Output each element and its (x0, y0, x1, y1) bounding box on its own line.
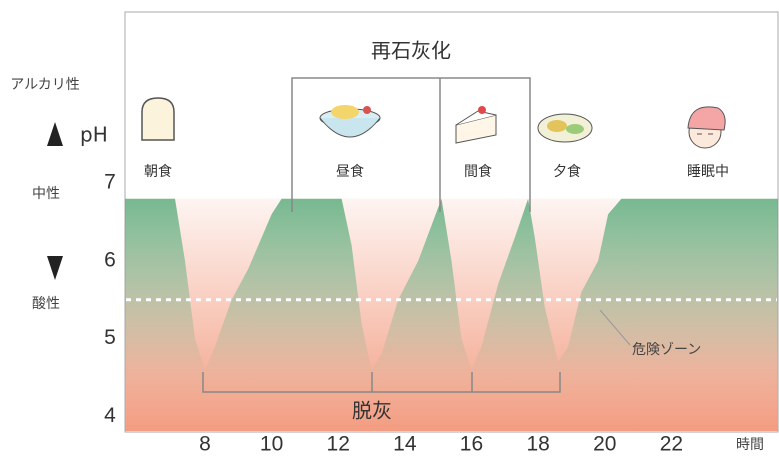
x-tick-label: 18 (526, 433, 549, 456)
up-arrow (47, 122, 63, 146)
x-label: 時間 (736, 437, 764, 453)
x-tick-label: 10 (260, 433, 283, 456)
y-tick-label: 7 (104, 171, 116, 194)
demineralization-bracket (202, 372, 561, 393)
ph-area (125, 198, 778, 431)
y-tick-label: 6 (104, 248, 116, 271)
danger-pointer (599, 309, 631, 346)
x-tick-label: 8 (199, 433, 211, 456)
danger-label: 危険ゾーン (632, 342, 701, 358)
remineralization-bracket (291, 77, 531, 212)
dinner-icon (537, 113, 593, 143)
y-tick-label: 5 (104, 326, 116, 349)
lunch-icon (319, 105, 381, 138)
remineralization-label: 再石灰化 (371, 39, 451, 63)
x-tick-label: 20 (593, 433, 616, 456)
x-tick-label: 16 (460, 433, 483, 456)
neutral-label: 中性 (32, 186, 60, 202)
bread-icon (141, 97, 175, 141)
event-label: 朝食 (144, 163, 172, 180)
x-tick-label: 12 (327, 433, 350, 456)
event-label: 間食 (464, 163, 492, 180)
event-label: 睡眠中 (687, 164, 729, 180)
x-tick-label: 14 (393, 433, 417, 456)
alkaline-label: アルカリ性 (10, 77, 79, 93)
snack-icon (455, 106, 497, 144)
y-label: pH (80, 123, 108, 147)
event-label: 昼食 (336, 163, 364, 180)
down-arrow (47, 256, 63, 280)
demineralization-label: 脱灰 (352, 399, 392, 423)
x-tick-label: 22 (660, 433, 683, 456)
event-label: 夕食 (553, 163, 581, 180)
y-tick-label: 4 (104, 404, 116, 427)
sleep-icon (687, 106, 726, 149)
acidic-label: 酸性 (32, 296, 60, 312)
